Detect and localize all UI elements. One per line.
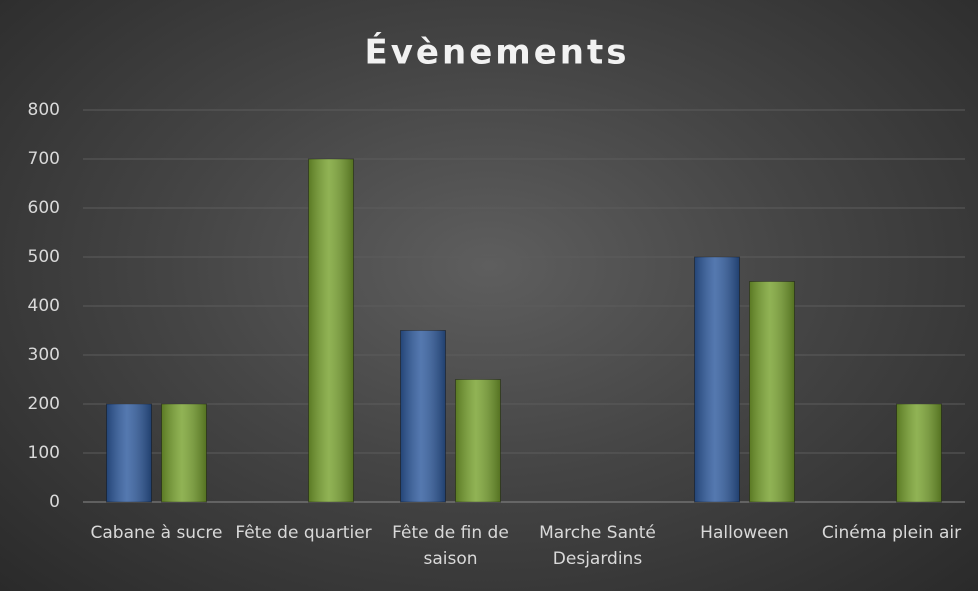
y-tick-label: 200: [28, 394, 60, 414]
chart-title: Évènements: [365, 32, 630, 73]
y-tick-label: 500: [28, 247, 60, 267]
x-tick-label: Marche Santé Desjardins: [539, 523, 656, 569]
y-tick-label: 300: [28, 345, 60, 365]
y-tick-label: 0: [49, 492, 60, 512]
y-tick-label: 400: [28, 296, 60, 316]
bar-shine: [694, 257, 740, 502]
bar-shine: [106, 404, 152, 502]
bar-shine: [896, 404, 942, 502]
bar-shine: [455, 379, 501, 502]
x-tick-label: Halloween: [700, 523, 789, 543]
y-tick-label: 700: [28, 149, 60, 169]
y-tick-label: 800: [28, 100, 60, 120]
y-tick-label: 100: [28, 443, 60, 463]
bar-shine: [400, 330, 446, 502]
bar-shine: [161, 404, 207, 502]
x-tick-label: Fête de quartier: [235, 523, 372, 543]
y-tick-label: 600: [28, 198, 60, 218]
bar-shine: [308, 159, 354, 502]
x-tick-label: Cinéma plein air: [821, 523, 962, 543]
x-tick-label: Cabane à sucre: [90, 523, 223, 543]
x-tick-label: Fête de fin de saison: [392, 523, 509, 569]
bar-shine: [749, 281, 795, 502]
